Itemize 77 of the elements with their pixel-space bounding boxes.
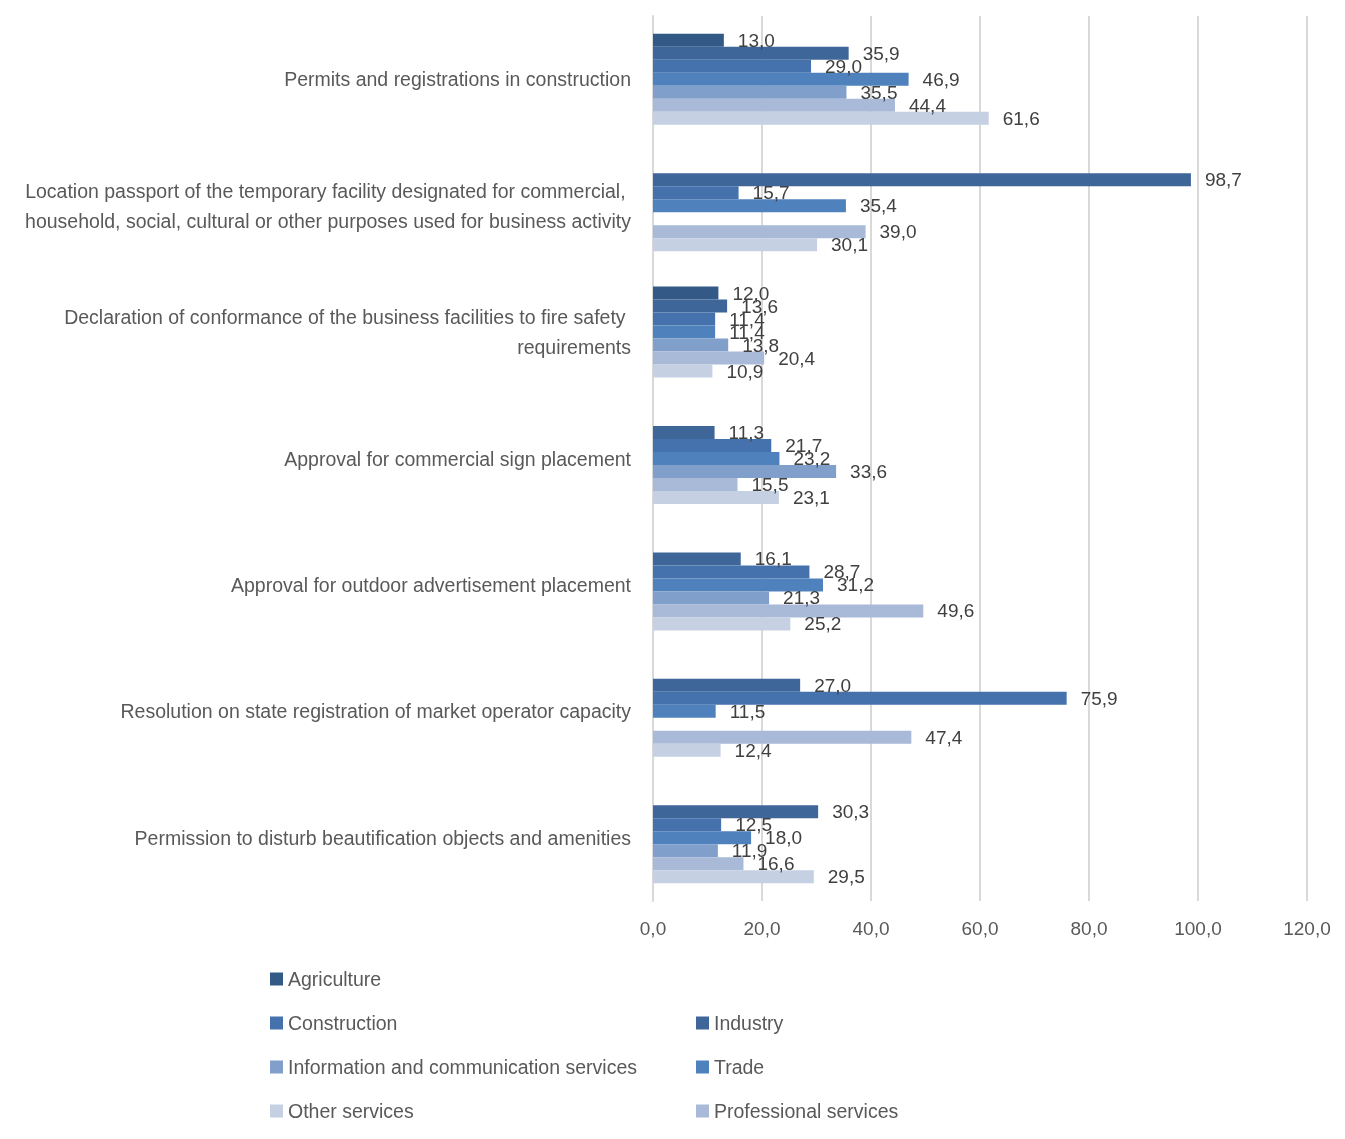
data-label: 27,0 — [814, 674, 852, 696]
data-label: 46,9 — [922, 68, 960, 90]
y-tick-label: Resolution on state registration of market operator capacity — [120, 700, 632, 723]
data-label: 35,4 — [859, 195, 898, 217]
bar — [653, 286, 719, 300]
x-tick-label: 40,0 — [852, 918, 890, 939]
y-tick-label: Permits and registrations in construction — [284, 68, 631, 91]
bar — [653, 552, 741, 566]
bar — [653, 173, 1191, 187]
y-tick-label: Location passport of the temporary facility designated for commercial, household, social, cultural or other purposes used for business activity — [25, 179, 632, 232]
data-label: 16,1 — [754, 548, 792, 570]
data-label: 47,4 — [925, 726, 963, 748]
data-label: 98,7 — [1204, 169, 1242, 191]
y-tick-label: Declaration of conformance of the business facilities to fire safety requirements — [64, 306, 632, 359]
data-label: 39,0 — [879, 221, 917, 243]
legend-label: Professional services — [714, 1100, 899, 1122]
legend-label: Other services — [288, 1100, 414, 1122]
legend-label: Agriculture — [288, 968, 382, 990]
y-tick-label: Permission to disturb beautification objects and amenities — [134, 826, 632, 849]
bar — [653, 452, 780, 465]
x-tick-label: 20,0 — [743, 918, 781, 939]
data-label: 21,3 — [783, 587, 821, 609]
legend-label: Construction — [288, 1012, 398, 1034]
bar — [653, 33, 724, 47]
x-tick-label: 80,0 — [1070, 918, 1108, 939]
legend-label: Information and communication services — [288, 1056, 638, 1078]
bar — [653, 59, 812, 73]
data-label: 29,5 — [827, 866, 865, 888]
x-tick-label: 0,0 — [639, 918, 667, 939]
y-tick-label: Approval for outdoor advertisement placement — [231, 573, 632, 596]
bar — [653, 299, 728, 313]
legend-label: Trade — [714, 1056, 765, 1078]
data-label: 30,3 — [832, 801, 870, 823]
data-label: 30,1 — [831, 234, 869, 256]
data-label: 15,5 — [751, 474, 789, 495]
bar — [653, 591, 770, 605]
data-label: 12,4 — [734, 739, 772, 761]
data-label: 13,0 — [737, 29, 775, 51]
data-label: 33,6 — [850, 461, 888, 482]
bar — [653, 678, 801, 692]
bar — [653, 325, 716, 339]
bar — [653, 578, 824, 592]
bar — [653, 338, 729, 352]
data-label: 20,4 — [778, 347, 816, 369]
data-label: 29,0 — [825, 55, 863, 77]
bar — [653, 844, 718, 858]
bar — [653, 818, 722, 832]
bar — [653, 704, 716, 718]
data-label: 35,5 — [860, 81, 898, 103]
data-label: 44,4 — [908, 94, 947, 116]
data-label: 35,9 — [862, 42, 900, 64]
data-label: 49,6 — [937, 600, 975, 622]
data-label: 11,5 — [729, 700, 766, 722]
x-tick-label: 120,0 — [1283, 918, 1331, 939]
bar — [653, 730, 912, 744]
bar — [653, 186, 739, 200]
bar — [653, 312, 716, 326]
bar — [653, 805, 819, 819]
data-label: 15,7 — [752, 182, 790, 204]
data-label: 61,6 — [1002, 107, 1040, 129]
bar — [653, 238, 818, 252]
x-tick-label: 60,0 — [961, 918, 999, 939]
x-tick-label: 100,0 — [1174, 918, 1222, 939]
bar — [653, 225, 866, 239]
bar — [653, 478, 738, 491]
legend-label: Industry — [714, 1012, 784, 1034]
y-tick-label: Approval for commercial sign placement — [284, 447, 632, 470]
data-label: 25,2 — [804, 613, 842, 635]
bar — [653, 364, 713, 378]
data-label: 23,1 — [792, 487, 830, 508]
bar — [653, 426, 715, 439]
bar — [653, 743, 721, 757]
data-label: 75,9 — [1080, 687, 1118, 709]
data-label: 10,9 — [726, 360, 764, 382]
data-label: 11,3 — [728, 422, 765, 443]
bar — [653, 617, 791, 631]
bar — [653, 85, 847, 99]
